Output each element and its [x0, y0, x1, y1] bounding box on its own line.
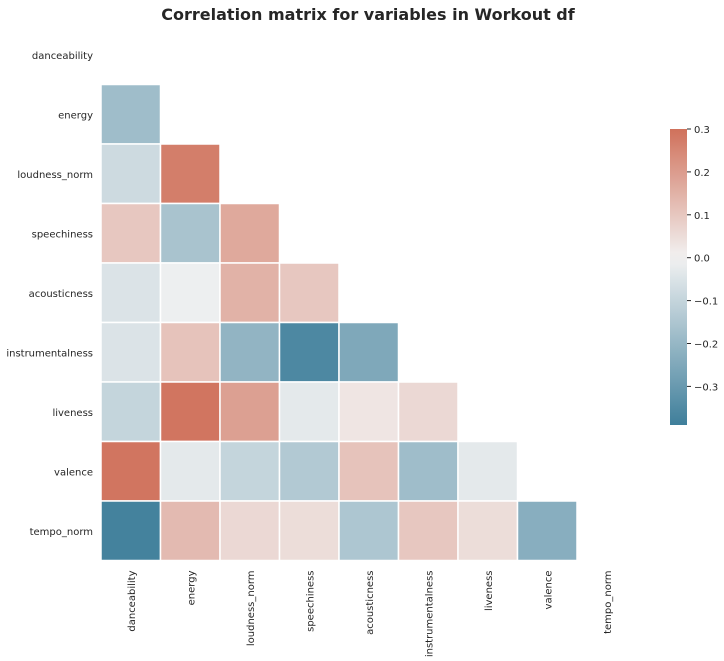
x-tick-label-loudness_norm: loudness_norm [246, 571, 257, 647]
y-tick-label-acousticness: acousticness [29, 289, 93, 300]
heatmap-cell-loudness_norm-danceability [100, 143, 162, 205]
heatmap-cell-liveness-energy [159, 381, 221, 443]
x-tick-label-liveness: liveness [484, 571, 495, 612]
colorbar-tick-label: −0.3 [694, 382, 718, 393]
heatmap-cell-valence-energy [159, 440, 221, 502]
heatmap-cell-loudness_norm-energy [159, 143, 221, 205]
heatmap-cell-liveness-instrumentalness [397, 381, 459, 443]
heatmap-cell-liveness-acousticness [338, 381, 400, 443]
heatmap-cell-valence-instrumentalness [397, 440, 459, 502]
x-tick-label-speechiness: speechiness [305, 571, 316, 632]
heatmap-cell-valence-acousticness [338, 440, 400, 502]
heatmap-cell-instrumentalness-acousticness [338, 321, 400, 383]
x-tick-label-danceability: danceability [127, 570, 138, 631]
x-tick-label-valence: valence [543, 571, 554, 610]
heatmap-cell-energy-danceability [100, 83, 162, 145]
colorbar-tick-label: 0.1 [694, 211, 710, 222]
heatmap-cell-tempo_norm-energy [159, 500, 221, 562]
heatmap-cell-liveness-danceability [100, 381, 162, 443]
heatmap-cell-tempo_norm-danceability [100, 500, 162, 562]
colorbar-tick-label: −0.1 [694, 297, 718, 308]
x-tick-label-tempo_norm: tempo_norm [603, 571, 614, 634]
heatmap-cell-liveness-speechiness [278, 381, 340, 443]
heatmap-cell-speechiness-danceability [100, 202, 162, 264]
heatmap-cells [100, 83, 578, 562]
heatmap-cell-valence-loudness_norm [219, 440, 281, 502]
x-tick-label-acousticness: acousticness [365, 571, 376, 635]
heatmap-cell-instrumentalness-energy [159, 321, 221, 383]
heatmap-cell-speechiness-loudness_norm [219, 202, 281, 264]
y-axis-tick-labels: danceability energy loudness_norm speechine… [6, 51, 93, 538]
y-tick-label-tempo_norm: tempo_norm [30, 527, 93, 538]
x-tick-label-instrumentalness: instrumentalness [424, 571, 435, 658]
heatmap-cell-tempo_norm-acousticness [338, 500, 400, 562]
y-tick-label-liveness: liveness [52, 408, 93, 419]
y-tick-label-speechiness: speechiness [32, 229, 93, 240]
y-tick-label-instrumentalness: instrumentalness [6, 348, 93, 359]
colorbar-tick-label: −0.2 [694, 339, 718, 350]
y-tick-label-valence: valence [54, 467, 93, 478]
heatmap-cell-acousticness-speechiness [278, 262, 340, 324]
heatmap-cell-tempo_norm-instrumentalness [397, 500, 459, 562]
heatmap-cell-tempo_norm-valence [516, 500, 578, 562]
colorbar-ticks: 0.3 0.2 0.1 0.0 −0.1 −0.2 −0.3 [687, 125, 718, 393]
x-axis-tick-labels: danceability energy loudness_norm speechine… [127, 570, 614, 657]
y-tick-label-danceability: danceability [32, 51, 93, 62]
chart-title: Correlation matrix for variables in Work… [161, 5, 575, 24]
heatmap-cell-acousticness-danceability [100, 262, 162, 324]
colorbar [670, 129, 687, 425]
heatmap-cell-speechiness-energy [159, 202, 221, 264]
heatmap-cell-valence-danceability [100, 440, 162, 502]
heatmap-cell-instrumentalness-loudness_norm [219, 321, 281, 383]
heatmap-cell-tempo_norm-liveness [457, 500, 519, 562]
heatmap-cell-tempo_norm-speechiness [278, 500, 340, 562]
colorbar-tick-label: 0.2 [694, 168, 710, 179]
heatmap-cell-acousticness-loudness_norm [219, 262, 281, 324]
y-tick-label-loudness_norm: loudness_norm [17, 170, 93, 181]
x-tick-label-energy: energy [186, 570, 197, 605]
heatmap-cell-instrumentalness-speechiness [278, 321, 340, 383]
heatmap-cell-valence-liveness [457, 440, 519, 502]
colorbar-tick-label: 0.0 [694, 254, 710, 265]
colorbar-tick-label: 0.3 [694, 125, 710, 136]
heatmap-cell-liveness-loudness_norm [219, 381, 281, 443]
heatmap-cell-tempo_norm-loudness_norm [219, 500, 281, 562]
heatmap-cell-instrumentalness-danceability [100, 321, 162, 383]
heatmap-cell-valence-speechiness [278, 440, 340, 502]
heatmap-cell-acousticness-energy [159, 262, 221, 324]
y-tick-label-energy: energy [58, 110, 93, 121]
